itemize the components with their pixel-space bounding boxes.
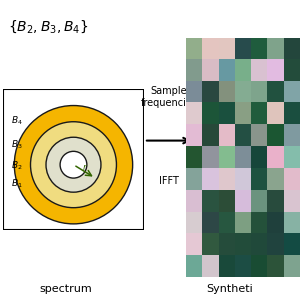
Text: $B_3$: $B_3$ xyxy=(12,139,23,151)
Text: IFFT: IFFT xyxy=(159,175,179,186)
Text: Syntheti: Syntheti xyxy=(206,284,253,295)
Text: $B_4$: $B_4$ xyxy=(12,115,23,127)
Circle shape xyxy=(14,105,133,224)
Circle shape xyxy=(31,122,116,208)
Text: $\{B_2, B_3, B_4\}$: $\{B_2, B_3, B_4\}$ xyxy=(8,18,88,35)
Text: Sample
frequencies: Sample frequencies xyxy=(140,86,198,108)
Circle shape xyxy=(46,137,101,192)
Text: $B_2$: $B_2$ xyxy=(12,159,23,172)
Text: $B_1$: $B_1$ xyxy=(12,178,23,190)
Circle shape xyxy=(60,151,87,178)
Text: spectrum: spectrum xyxy=(40,284,92,295)
Text: $r$: $r$ xyxy=(82,162,88,172)
